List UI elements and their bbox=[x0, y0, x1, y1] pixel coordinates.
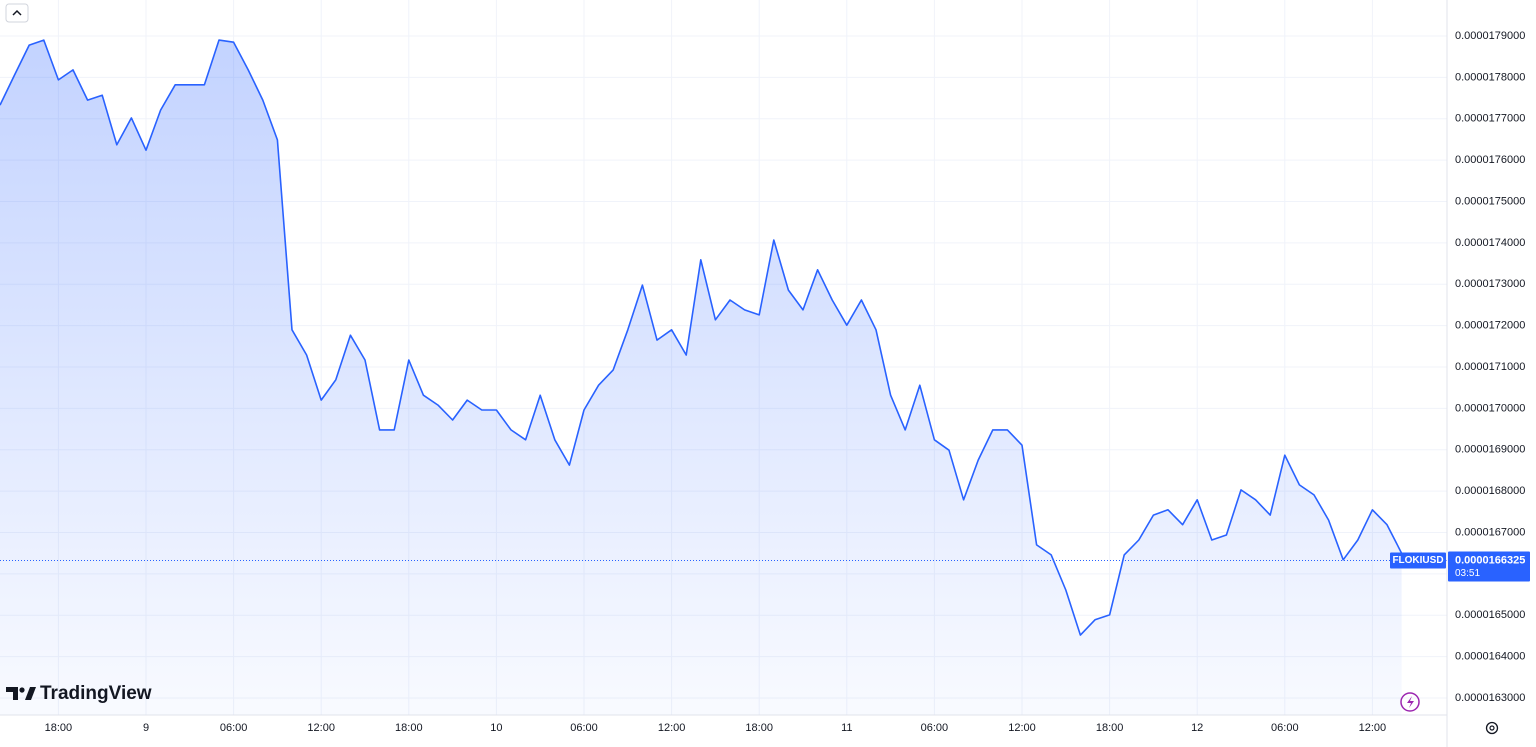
x-tick-label: 12:00 bbox=[1008, 722, 1036, 734]
last-price-tag bbox=[1448, 551, 1530, 582]
x-tick-label: 06:00 bbox=[220, 722, 248, 734]
y-tick-label: 0.0000163000 bbox=[1455, 692, 1525, 704]
x-tick-label: 18:00 bbox=[45, 722, 73, 734]
brand-logo: TradingView bbox=[6, 683, 152, 704]
x-tick-label: 12:00 bbox=[307, 722, 335, 734]
y-tick-label: 0.0000177000 bbox=[1455, 113, 1525, 125]
countdown-label: 03:51 bbox=[1455, 568, 1480, 579]
y-tick-label: 0.0000165000 bbox=[1455, 609, 1525, 621]
y-tick-label: 0.0000173000 bbox=[1455, 278, 1525, 290]
y-tick-label: 0.0000172000 bbox=[1455, 320, 1525, 332]
y-tick-label: 0.0000167000 bbox=[1455, 526, 1525, 538]
x-tick-label: 18:00 bbox=[395, 722, 423, 734]
x-tick-label: 06:00 bbox=[1271, 722, 1299, 734]
x-tick-label: 12 bbox=[1191, 722, 1203, 734]
y-tick-label: 0.0000170000 bbox=[1455, 402, 1525, 414]
y-tick-label: 0.0000175000 bbox=[1455, 195, 1525, 207]
y-tick-label: 0.0000179000 bbox=[1455, 30, 1525, 42]
symbol-label: FLOKIUSD bbox=[1392, 555, 1443, 566]
x-tick-label: 06:00 bbox=[570, 722, 598, 734]
x-tick-label: 18:00 bbox=[1096, 722, 1124, 734]
area-fill bbox=[0, 40, 1402, 716]
x-tick-label: 12:00 bbox=[1359, 722, 1387, 734]
collapse-button[interactable] bbox=[5, 3, 29, 23]
y-tick-label: 0.0000174000 bbox=[1455, 237, 1525, 249]
settings-icon[interactable] bbox=[1485, 721, 1499, 735]
y-tick-label: 0.0000169000 bbox=[1455, 444, 1525, 456]
y-tick-label: 0.0000171000 bbox=[1455, 361, 1525, 373]
y-tick-label: 0.0000176000 bbox=[1455, 154, 1525, 166]
price-line bbox=[0, 39, 1403, 636]
series bbox=[0, 39, 1447, 716]
x-tick-label: 12:00 bbox=[658, 722, 686, 734]
brand-name: TradingView bbox=[40, 683, 152, 704]
symbol-tag bbox=[1390, 552, 1446, 569]
x-tick-label: 11 bbox=[841, 722, 852, 734]
y-tick-label: 0.0000164000 bbox=[1455, 651, 1525, 663]
x-tick-label: 06:00 bbox=[921, 722, 949, 734]
y-tick-label: 0.0000168000 bbox=[1455, 485, 1525, 497]
x-tick-label: 18:00 bbox=[745, 722, 773, 734]
x-tick-label: 10 bbox=[490, 722, 502, 734]
axes: 0.0000163000 0.0000164000 0.0000165000 0.00… bbox=[45, 30, 1530, 734]
y-tick-label: 0.0000178000 bbox=[1455, 71, 1525, 83]
x-tick-label: 9 bbox=[143, 722, 149, 734]
lightning-icon[interactable] bbox=[1400, 692, 1420, 712]
last-price-label: 0.0000166325 bbox=[1455, 554, 1525, 566]
